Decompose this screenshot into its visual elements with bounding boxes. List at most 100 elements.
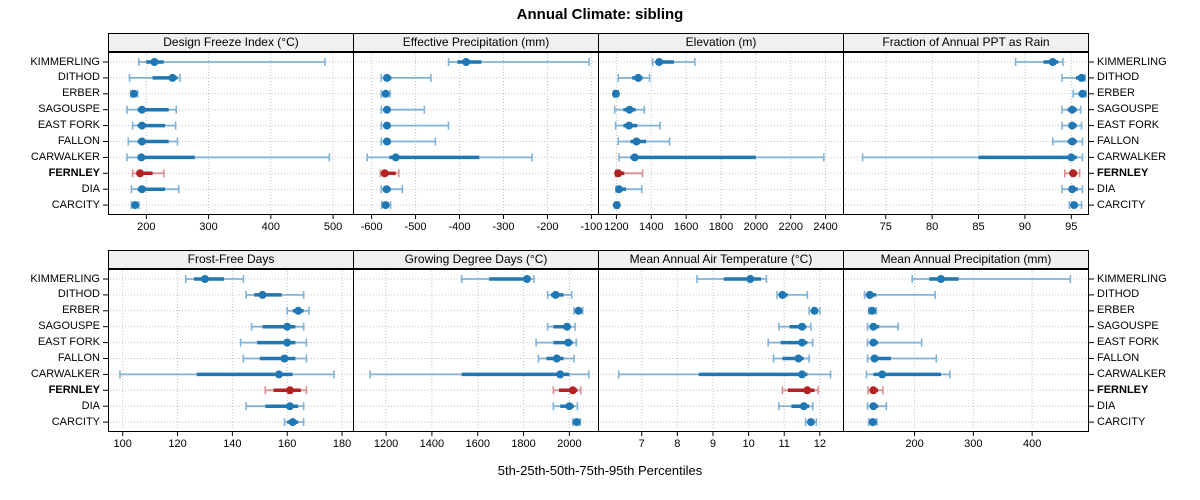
whisker-elevation-m-fallon (617, 137, 671, 146)
x-tick-label: -500 (405, 221, 427, 233)
x-tick-label: 400 (1023, 438, 1041, 450)
whisker-growing-degree-days-c-erber (573, 306, 584, 315)
station-label-right-erber: ERBER (1097, 304, 1135, 317)
station-label-right-dia: DIA (1097, 399, 1116, 412)
station-label-right-fallon: FALLON (1097, 135, 1140, 147)
x-tick-label: 11 (779, 438, 790, 450)
station-label-left-dia: DIA (81, 399, 100, 412)
x-tick-label: 12 (814, 438, 826, 450)
whisker-mean-annual-precipitation-mm-dia (866, 402, 888, 411)
whisker-mean-annual-air-temperature-c-carcity (804, 418, 818, 427)
whisker-mean-annual-air-temperature-c-carwalker (617, 370, 832, 379)
panel-plot-fraction-of-annual-ppt-as-rain: 75 80 85 90 95 (843, 52, 1089, 233)
whisker-fraction-of-annual-ppt-as-rain-sagouspe (1061, 105, 1082, 114)
whisker-fraction-of-annual-ppt-as-rain-carwalker (861, 153, 1084, 162)
row-ticks-right (1089, 278, 1094, 423)
x-tick-label: 90 (1019, 221, 1031, 233)
station-label-left-carwalker: CARWALKER (30, 150, 100, 163)
station-label-left-sagouspe: SAGOUSPE (38, 103, 100, 116)
whisker-elevation-m-dia (615, 185, 643, 194)
whisker-effective-precipitation-mm-dithod (380, 73, 432, 82)
x-tick-label: 1400 (420, 438, 444, 450)
whisker-elevation-m-carwalker (618, 153, 825, 162)
station-label-left-carwalker: CARWALKER (30, 367, 100, 380)
x-tick-label: -400 (448, 221, 470, 233)
whisker-mean-annual-precipitation-mm-fallon (866, 354, 938, 363)
whisker-mean-annual-precipitation-mm-carcity (867, 418, 878, 427)
x-tick-label: 100 (114, 438, 132, 450)
x-tick-label: 7 (639, 438, 645, 450)
station-label-left-kimmerling: KIMMERLING (30, 55, 100, 68)
station-label-left-kimmerling: KIMMERLING (30, 272, 100, 285)
whisker-design-freeze-index-c-sagouspe (126, 105, 178, 114)
axis-caption: 5th-25th-50th-75th-95th Percentiles (497, 463, 703, 478)
whisker-effective-precipitation-mm-east-fork (380, 121, 450, 130)
station-label-right-fallon: FALLON (1097, 352, 1140, 364)
whisker-effective-precipitation-mm-carwalker (366, 153, 533, 162)
x-tick-label: 80 (926, 221, 938, 233)
whisker-fraction-of-annual-ppt-as-rain-east-fork (1061, 121, 1083, 130)
row-ticks-left (103, 61, 108, 206)
whisker-frost-free-days-carcity (283, 418, 305, 427)
whisker-frost-free-days-fernley (264, 386, 308, 395)
station-label-right-carcity: CARCITY (1097, 198, 1146, 211)
x-tick-label: 75 (880, 221, 892, 233)
station-label-right-carwalker: CARWALKER (1097, 150, 1167, 163)
whisker-growing-degree-days-c-carcity (571, 418, 582, 427)
whisker-elevation-m-carcity (612, 201, 621, 210)
row-ticks-left (103, 278, 108, 423)
whisker-fraction-of-annual-ppt-as-rain-fallon (1051, 137, 1084, 146)
whisker-mean-annual-precipitation-mm-carwalker (865, 370, 951, 379)
whisker-frost-free-days-east-fork (239, 338, 308, 347)
x-tick-label: 140 (223, 438, 241, 450)
x-tick-label: 120 (168, 438, 186, 450)
panel-plot-mean-annual-air-temperature-c: 7 8 9 10 11 12 (598, 269, 844, 450)
station-label-left-fernley: FERNLEY (48, 383, 100, 396)
station-label-right-sagouspe: SAGOUSPE (1097, 320, 1159, 333)
whisker-frost-free-days-carwalker (119, 370, 335, 379)
whisker-design-freeze-index-c-carwalker (126, 153, 331, 162)
x-tick-label: 1600 (465, 438, 489, 450)
x-tick-label: 160 (278, 438, 296, 450)
whisker-fraction-of-annual-ppt-as-rain-carcity (1068, 201, 1083, 210)
x-tick-label: 200 (137, 221, 155, 233)
whisker-fraction-of-annual-ppt-as-rain-fernley (1064, 169, 1081, 178)
whisker-effective-precipitation-mm-erber (380, 89, 391, 98)
x-tick-label: 180 (333, 438, 351, 450)
whisker-design-freeze-index-c-fallon (127, 137, 179, 146)
x-tick-label: 2400 (813, 221, 837, 233)
station-label-right-dithod: DITHOD (1097, 71, 1140, 84)
x-tick-label: 1800 (511, 438, 535, 450)
whisker-elevation-m-east-fork (614, 121, 661, 130)
whisker-growing-degree-days-c-east-fork (535, 338, 578, 347)
panel-header-mean-annual-precipitation-mm: Mean Annual Precipitation (mm) (843, 250, 1089, 269)
panel-plot-mean-annual-precipitation-mm: 200 300 400 (843, 269, 1089, 450)
station-label-left-fallon: FALLON (57, 135, 100, 147)
station-label-left-dia: DIA (81, 182, 100, 195)
whisker-effective-precipitation-mm-dia (380, 185, 404, 194)
x-tick-label: 8 (674, 438, 680, 450)
row-ticks-right (1089, 61, 1094, 206)
station-label-left-carcity: CARCITY (51, 198, 100, 211)
panel-header-fraction-of-annual-ppt-as-rain: Fraction of Annual PPT as Rain (843, 33, 1089, 52)
x-tick-label: 85 (972, 221, 984, 233)
x-tick-label: -200 (536, 221, 558, 233)
station-label-left-east-fork: EAST FORK (37, 336, 100, 349)
whisker-frost-free-days-fallon (242, 354, 308, 363)
station-label-right-kimmerling: KIMMERLING (1097, 272, 1167, 285)
whisker-growing-degree-days-c-sagouspe (546, 322, 576, 331)
whisker-design-freeze-index-c-kimmerling (138, 58, 326, 66)
whisker-mean-annual-air-temperature-c-fallon (772, 354, 810, 363)
x-tick-label: 9 (710, 438, 716, 450)
whisker-design-freeze-index-c-erber (129, 89, 139, 98)
whisker-mean-annual-air-temperature-c-fernley (781, 386, 819, 395)
x-tick-label: 2000 (557, 438, 581, 450)
panel-header-effective-precipitation-mm: Effective Precipitation (mm) (353, 33, 599, 52)
x-tick-label: -100 (580, 221, 602, 233)
station-label-left-dithod: DITHOD (57, 71, 100, 84)
whisker-design-freeze-index-c-dia (130, 185, 180, 194)
whisker-elevation-m-fernley (614, 169, 644, 178)
station-label-right-kimmerling: KIMMERLING (1097, 55, 1167, 68)
station-label-right-east-fork: EAST FORK (1097, 336, 1160, 349)
whisker-effective-precipitation-mm-fallon (380, 137, 437, 146)
